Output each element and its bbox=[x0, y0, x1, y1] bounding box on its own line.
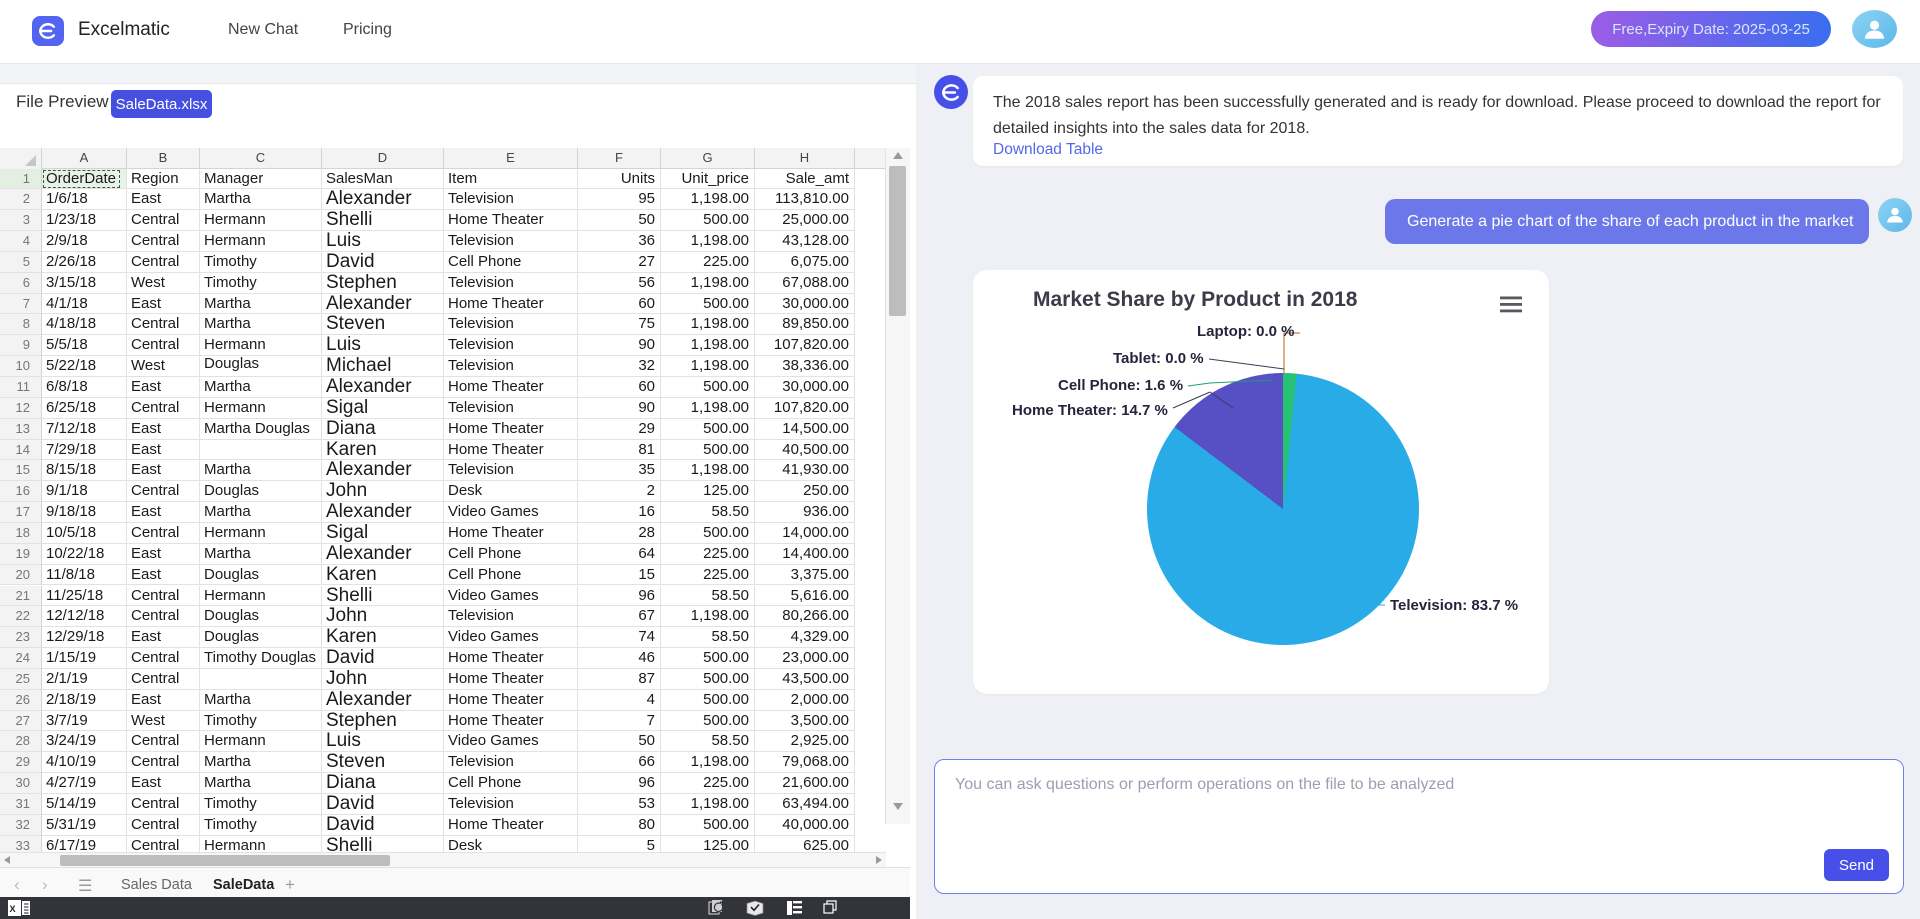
svg-text:X: X bbox=[10, 904, 16, 914]
